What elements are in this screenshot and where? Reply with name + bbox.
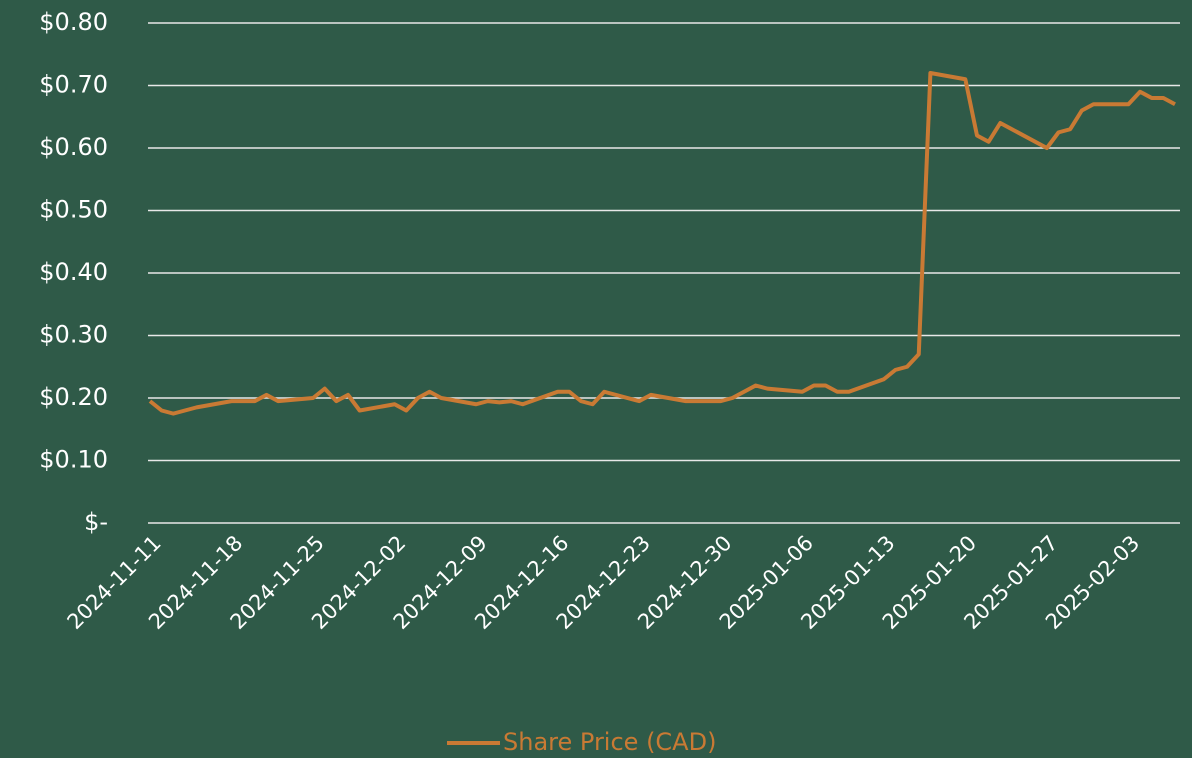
y-tick-label: $- xyxy=(84,508,108,536)
y-tick-label: $0.20 xyxy=(39,383,108,411)
y-tick-label: $0.70 xyxy=(39,71,108,99)
y-tick-label: $0.40 xyxy=(39,258,108,286)
y-tick-label: $0.50 xyxy=(39,196,108,224)
y-tick-label: $0.30 xyxy=(39,321,108,349)
legend-label: Share Price (CAD) xyxy=(503,728,716,756)
price-line xyxy=(148,71,1176,416)
y-tick-label: $0.10 xyxy=(39,446,108,474)
y-tick-label: $0.60 xyxy=(39,133,108,161)
y-tick-label: $0.80 xyxy=(39,8,108,36)
